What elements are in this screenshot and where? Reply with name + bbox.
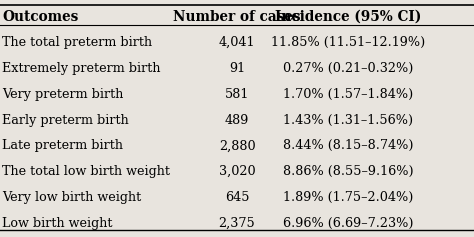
- Text: Outcomes: Outcomes: [2, 10, 79, 24]
- Text: Extremely preterm birth: Extremely preterm birth: [2, 62, 161, 75]
- Text: 11.85% (11.51–12.19%): 11.85% (11.51–12.19%): [271, 36, 426, 49]
- Text: 91: 91: [229, 62, 245, 75]
- Text: Late preterm birth: Late preterm birth: [2, 139, 123, 152]
- Text: Incidence (95% CI): Incidence (95% CI): [275, 10, 421, 24]
- Text: 581: 581: [225, 88, 249, 101]
- Text: The total low birth weight: The total low birth weight: [2, 165, 170, 178]
- Text: Early preterm birth: Early preterm birth: [2, 114, 129, 127]
- Text: Number of cases: Number of cases: [173, 10, 301, 24]
- Text: 2,880: 2,880: [219, 139, 255, 152]
- Text: 2,375: 2,375: [219, 217, 255, 230]
- Text: 1.70% (1.57–1.84%): 1.70% (1.57–1.84%): [283, 88, 413, 101]
- Text: Very low birth weight: Very low birth weight: [2, 191, 142, 204]
- Text: 4,041: 4,041: [219, 36, 255, 49]
- Text: 645: 645: [225, 191, 249, 204]
- Text: 0.27% (0.21–0.32%): 0.27% (0.21–0.32%): [283, 62, 414, 75]
- Text: 6.96% (6.69–7.23%): 6.96% (6.69–7.23%): [283, 217, 414, 230]
- Text: 1.43% (1.31–1.56%): 1.43% (1.31–1.56%): [283, 114, 413, 127]
- Text: 1.89% (1.75–2.04%): 1.89% (1.75–2.04%): [283, 191, 414, 204]
- Text: 489: 489: [225, 114, 249, 127]
- Text: 3,020: 3,020: [219, 165, 255, 178]
- Text: The total preterm birth: The total preterm birth: [2, 36, 153, 49]
- Text: Low birth weight: Low birth weight: [2, 217, 113, 230]
- Text: Very preterm birth: Very preterm birth: [2, 88, 124, 101]
- Text: 8.44% (8.15–8.74%): 8.44% (8.15–8.74%): [283, 139, 414, 152]
- Text: 8.86% (8.55–9.16%): 8.86% (8.55–9.16%): [283, 165, 414, 178]
